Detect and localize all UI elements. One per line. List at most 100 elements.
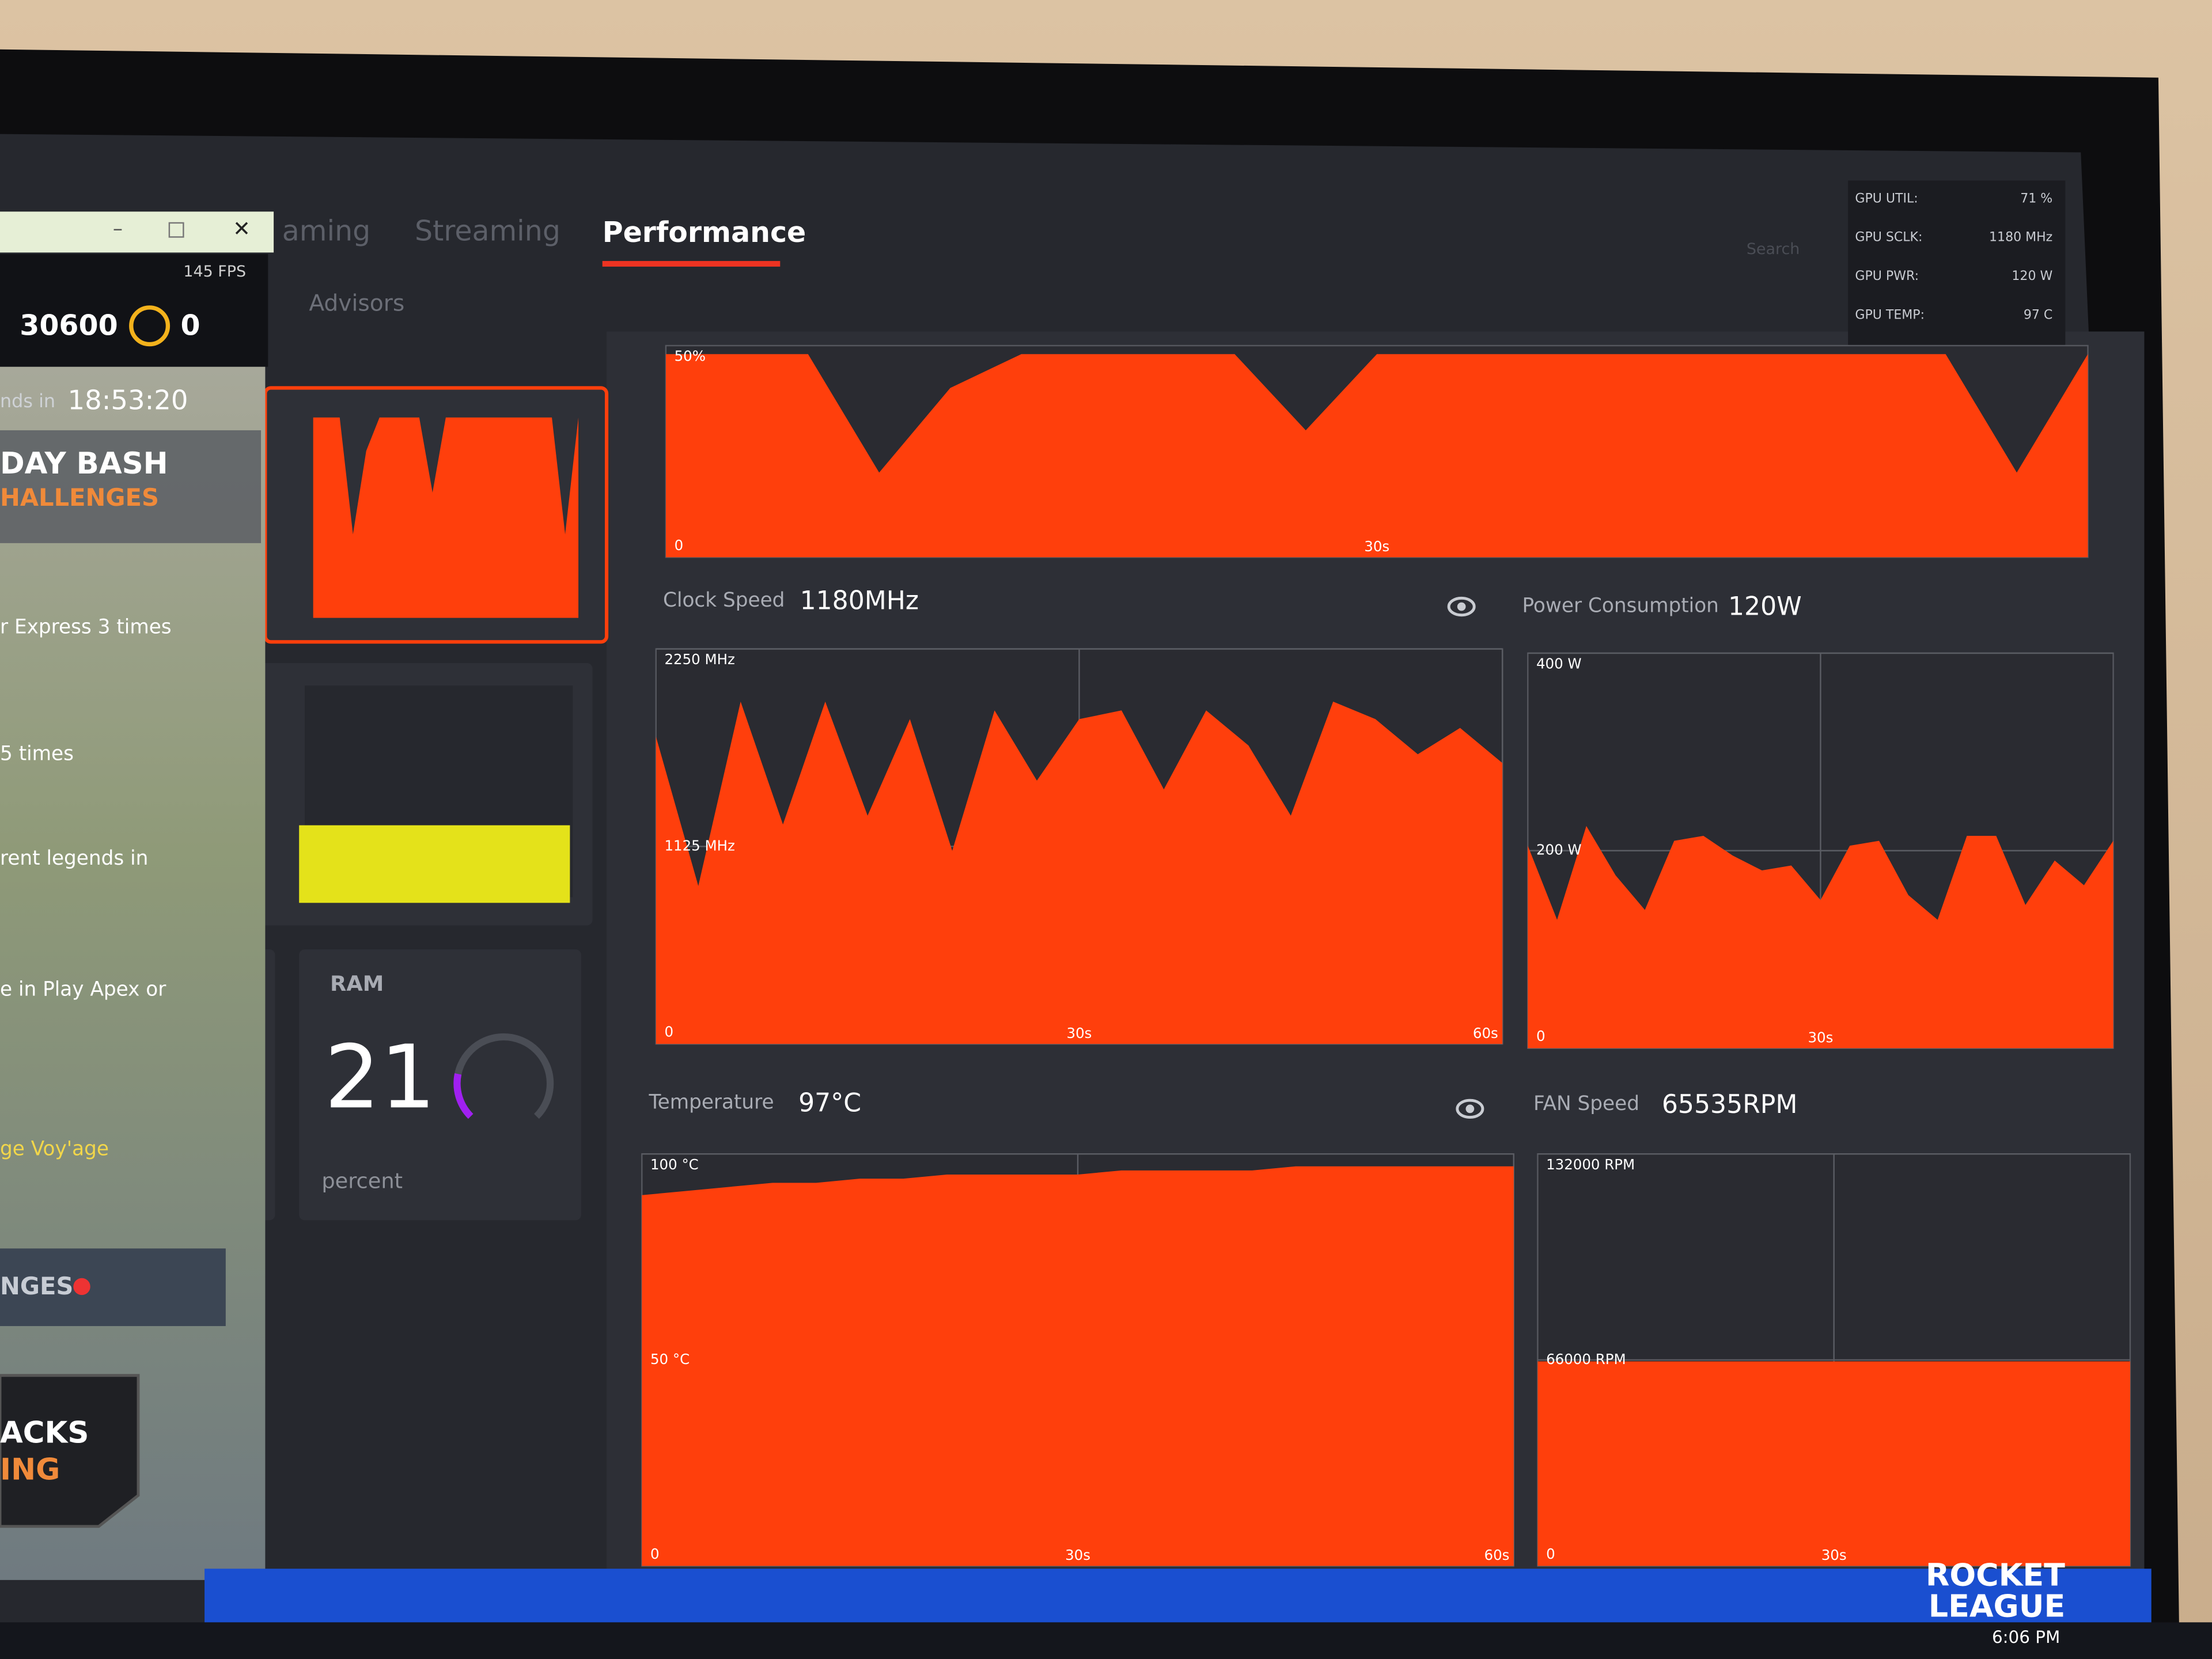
x-tick-label: 60s (1473, 1025, 1498, 1041)
chart-title: FAN Speed (1533, 1092, 1639, 1115)
game-titlebar (0, 211, 274, 253)
timer: 18:53:20 (68, 384, 188, 415)
chart-title: Power Consumption (1522, 594, 1718, 618)
coins: 0 (180, 309, 200, 342)
y-tick-label: 0 (675, 537, 684, 554)
y-tick-label: 66000 RPM (1546, 1351, 1626, 1368)
metric-label: GPU PWR: (1855, 269, 1919, 283)
minimize[interactable]: – (113, 218, 123, 241)
y-tick-label: 50% (675, 348, 706, 365)
challenge: e in Play Apex or (0, 978, 166, 1001)
tab-active[interactable]: Performance (603, 216, 806, 249)
challenge: 5 times (0, 743, 74, 766)
close[interactable]: ✕ (233, 217, 251, 241)
area (642, 1166, 1514, 1566)
metric-value: 97 C (2024, 308, 2052, 322)
wallpaper-strip (204, 1569, 2152, 1626)
metric-value: 120 W (2012, 269, 2052, 283)
promo: ACKS (0, 1416, 89, 1450)
y-tick-label: 0 (650, 1546, 660, 1562)
x-tick-label: 60s (1484, 1547, 1510, 1563)
y-tick-label: 0 (1546, 1546, 1555, 1562)
fps: 145 FPS (183, 263, 246, 281)
promo-bg (0, 1374, 140, 1528)
rocket-league[interactable]: LEAGUE (1929, 1588, 2066, 1624)
y-tick-label: 132000 RPM (1546, 1156, 1635, 1173)
visibility-pupil (1465, 1104, 1475, 1113)
taskbar (0, 1622, 2212, 1659)
y-tick-label: 2250 MHz (664, 651, 734, 668)
ram-title: RAM (330, 971, 384, 996)
ram-card[interactable] (299, 949, 581, 1221)
event-banner (0, 430, 262, 543)
chart-title: Temperature (649, 1091, 774, 1114)
vram-bar (299, 825, 570, 903)
charts: 0 50% 30s Clock Speed 1180MHz 0 1125 MHz 2250 M… (641, 344, 2131, 1567)
area (656, 701, 1503, 1044)
metric-label: GPU TEMP: (1855, 308, 1925, 322)
y-tick-label: 100 °C (650, 1156, 699, 1173)
challenge: rent legends in (0, 847, 148, 870)
y-tick-label: 50 °C (650, 1351, 690, 1368)
chart-panel: Clock Speed 1180MHz 0 1125 MHz 2250 MHz 30s 60… (655, 586, 1503, 1045)
area (1528, 825, 2113, 1048)
x-tick-label: 30s (1065, 1547, 1090, 1563)
section-bg (0, 1248, 226, 1327)
y-tick-label: 200 W (1536, 842, 1582, 858)
currency: 30600 (20, 309, 118, 342)
challenge: ge Voy'age (0, 1137, 109, 1160)
x-tick-label: 30s (1808, 1029, 1833, 1046)
y-tick-label: 400 W (1536, 655, 1582, 672)
y-tick-label: 0 (664, 1024, 673, 1040)
y-tick-label: 1125 MHz (664, 837, 734, 854)
mini-chart (313, 417, 579, 618)
metrics-overlay (1848, 180, 2066, 376)
chart-panel: FAN Speed 65535RPM 0 66000 RPM 132000 RPM 30s (1533, 1090, 2131, 1567)
maximize[interactable] (168, 222, 184, 238)
notification (73, 1278, 90, 1296)
ram-value: 21 (324, 1026, 435, 1128)
metric-label: GPU SCLK: (1855, 230, 1922, 245)
metric-value: 1180 MHz (1989, 230, 2052, 245)
chart-panel: Power Consumption 120W 0 200 W 400 W 30s (1522, 592, 2114, 1049)
chart-current: 65535RPM (1662, 1090, 1797, 1119)
area (1537, 1361, 2130, 1566)
ram-unit: percent (321, 1169, 403, 1194)
clock: 6:06 PM (1992, 1627, 2060, 1647)
promo: ING (0, 1452, 60, 1487)
chart-current: 120W (1728, 592, 1802, 622)
visibility-pupil (1457, 602, 1466, 611)
metric-label: GPU UTIL: (1855, 191, 1918, 206)
chart-title: Clock Speed (663, 589, 785, 612)
tab[interactable]: aming (282, 215, 370, 248)
event-title: DAY BASH (0, 446, 168, 481)
challenge: r Express 3 times (0, 615, 172, 638)
search[interactable]: Search (1747, 240, 1800, 258)
rocket-league[interactable]: ROCKET (1926, 1557, 2065, 1593)
game-header (0, 253, 268, 367)
ram-gauge (453, 1033, 554, 1119)
event-subtitle: HALLENGES (0, 483, 159, 512)
x-tick-label: 30s (1067, 1025, 1092, 1041)
gauge-value (453, 1073, 474, 1119)
chart-panel: Temperature 97°C 0 50 °C 100 °C 30s 60s (641, 1089, 1514, 1567)
y-tick-label: 0 (1536, 1028, 1546, 1044)
chart-panel: 0 50% 30s (665, 344, 2089, 558)
chart-current: 1180MHz (800, 586, 919, 616)
mini-area (313, 417, 579, 618)
x-tick-label: 30s (1821, 1547, 1847, 1563)
tab[interactable]: Streaming (415, 215, 560, 248)
visibility-toggle[interactable] (1456, 1099, 1484, 1119)
coin-icon (129, 305, 171, 347)
section: NGES (0, 1272, 73, 1300)
area (665, 354, 2088, 558)
subtab[interactable]: Advisors (309, 290, 404, 316)
tab-underline (602, 261, 781, 267)
metric-value: 71 % (2020, 191, 2052, 206)
x-tick-label: 30s (1364, 538, 1389, 555)
timer-prefix: nds in (0, 390, 55, 412)
chart-current: 97°C (798, 1089, 861, 1118)
visibility-toggle[interactable] (1447, 596, 1476, 617)
